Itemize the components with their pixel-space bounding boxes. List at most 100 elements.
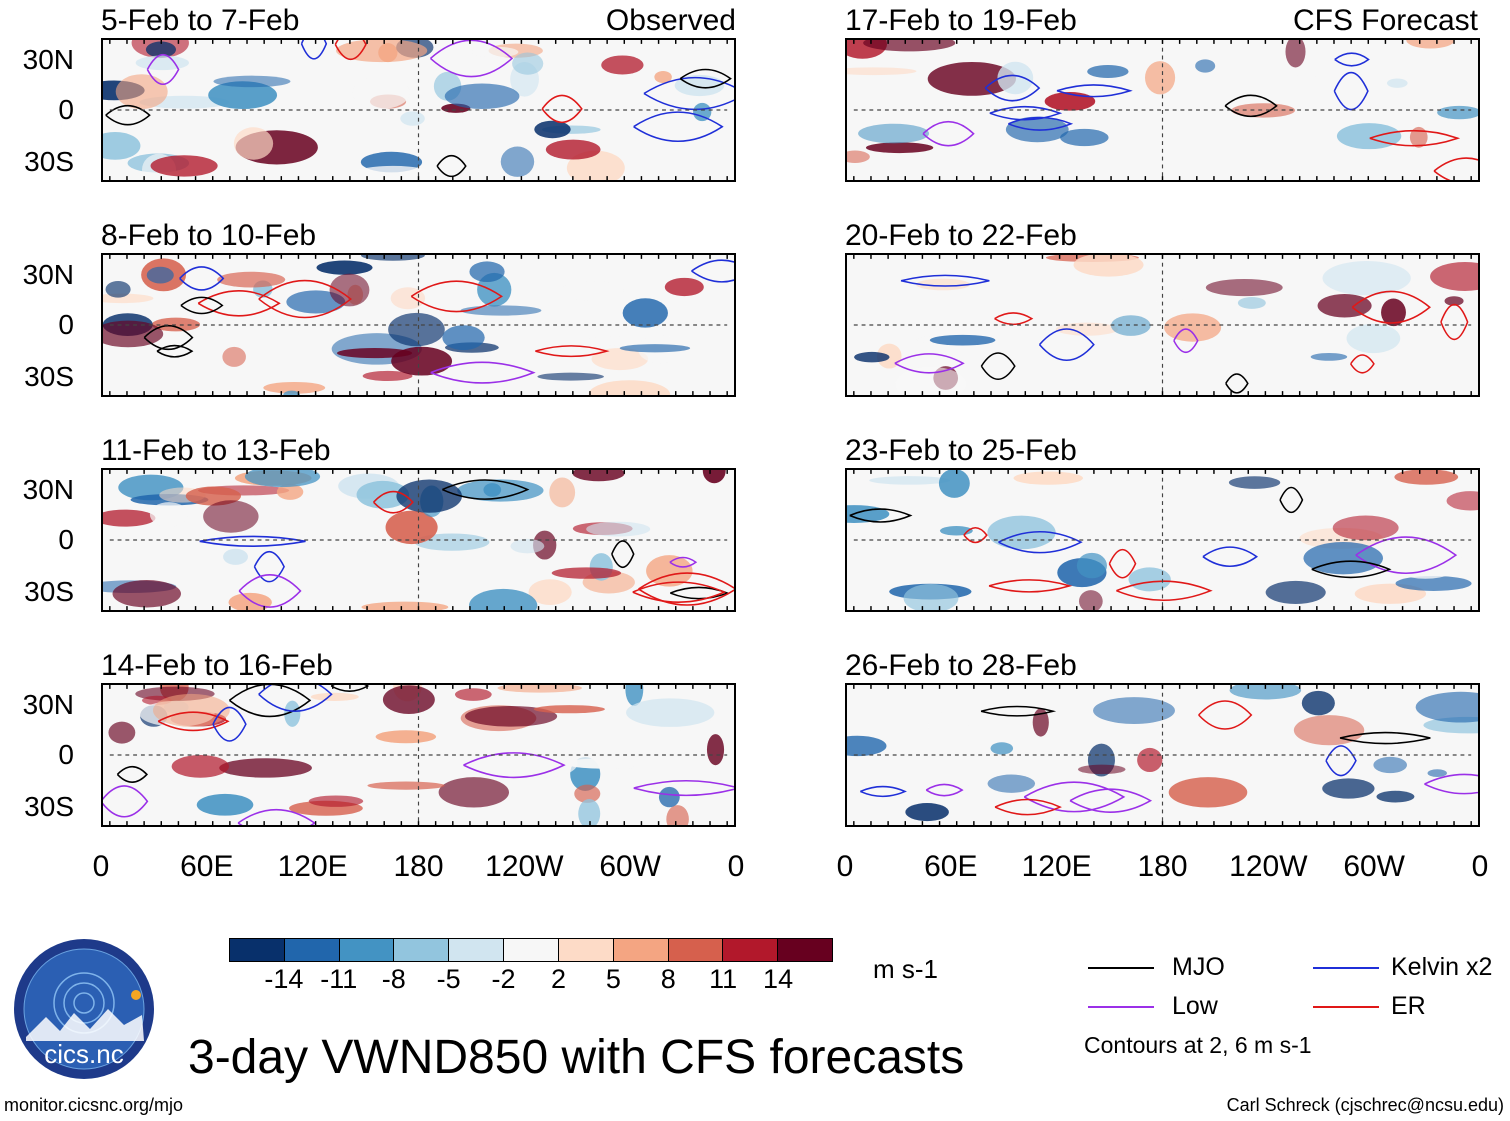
wave-contour (611, 540, 635, 569)
vwnd-shading (1293, 715, 1365, 746)
vwnd-shading (510, 538, 545, 554)
vwnd-shading (1381, 298, 1406, 327)
vwnd-shading (1394, 470, 1459, 485)
colorbar (229, 938, 833, 962)
vwnd-shading (560, 281, 624, 301)
wave-contour (146, 53, 180, 86)
vwnd-shading (1427, 769, 1447, 777)
vwnd-shading (997, 61, 1034, 95)
vwnd-shading (1237, 297, 1266, 309)
vwnd-shading (263, 381, 326, 394)
lon-label: 0 (727, 850, 745, 883)
vwnd-shading (233, 127, 274, 160)
vwnd-shading (213, 75, 291, 88)
vwnd-shading (619, 344, 691, 353)
vwnd-shading (1073, 255, 1144, 277)
vwnd-shading (1373, 756, 1408, 774)
wave-contour (429, 40, 514, 78)
panel-title-right-3: 23-Feb to 25-Feb (845, 434, 1077, 467)
wave-contour (988, 579, 1073, 593)
vwnd-shading (1388, 544, 1463, 579)
vwnd-shading (1332, 515, 1399, 541)
vwnd-shading (1164, 313, 1222, 342)
panel-title-right-1: 17-Feb to 19-Feb (845, 4, 1077, 37)
vwnd-shading (223, 548, 248, 565)
wave-contour (105, 104, 151, 126)
vwnd-shading (1128, 567, 1171, 592)
vwnd-shading (145, 41, 177, 58)
colorbar-swatch (778, 939, 832, 961)
vwnd-shading (1406, 40, 1455, 49)
vwnd-shading (512, 52, 544, 75)
lat-label: 30S (24, 361, 74, 392)
wave-contour (1440, 303, 1469, 341)
vwnd-shading (869, 476, 951, 485)
colorbar-tick-label: 11 (709, 964, 738, 994)
panel-title-left-3: 11-Feb to 13-Feb (101, 434, 331, 467)
vwnd-shading (1228, 476, 1281, 489)
colorbar-tick-label: -14 (264, 964, 304, 994)
observed-map-panel-1 (101, 38, 736, 182)
vwnd-shading (284, 700, 301, 727)
vwnd-shading (196, 793, 254, 816)
panel-title-left-1: 5-Feb to 7-Feb (101, 4, 300, 37)
vwnd-shading (537, 372, 604, 381)
vwnd-shading (578, 798, 601, 825)
vwnd-shading (586, 521, 651, 537)
colorbar-swatch (723, 939, 779, 961)
wave-contour (1339, 731, 1431, 745)
vwnd-shading (361, 255, 425, 261)
wave-contour (691, 259, 734, 283)
vwnd-shading (507, 749, 578, 778)
vwnd-shading (551, 567, 622, 579)
vwnd-shading (208, 81, 278, 110)
colorbar-tick-label: -8 (381, 964, 406, 994)
vwnd-shading (1110, 315, 1151, 336)
vwnd-shading (217, 271, 286, 288)
legend-line-low (1088, 1006, 1154, 1008)
vwnd-shading (336, 40, 428, 63)
vwnd-shading (1303, 542, 1383, 575)
vwnd-shading (444, 83, 520, 110)
vwnd-shading (1322, 261, 1411, 296)
wave-contour (156, 344, 194, 358)
lon-label: 0 (92, 850, 110, 883)
colorbar-swatch (613, 939, 669, 961)
lon-label: 0 (836, 850, 854, 883)
wave-contour (237, 808, 316, 825)
vwnd-shading (664, 277, 704, 297)
vwnd-shading (454, 688, 492, 701)
vwnd-shading (654, 71, 672, 84)
vwnd-shading (362, 370, 413, 381)
vwnd-shading (1301, 690, 1335, 716)
lon-label: 180 (393, 850, 444, 883)
vwnd-shading (1032, 708, 1049, 737)
wave-contour (860, 785, 907, 798)
vwnd-shading (276, 483, 304, 500)
wave-contour (442, 479, 530, 500)
vwnd-shading (1376, 790, 1415, 803)
colorbar-swatch (230, 939, 285, 961)
forecast-map-panel-3 (845, 468, 1480, 612)
vwnd-shading (1093, 697, 1175, 724)
wave-contour (180, 296, 224, 315)
legend-line-mjo (1088, 967, 1154, 969)
vwnd-shading (350, 165, 436, 180)
observed-map-panel-3 (101, 468, 736, 612)
vwnd-shading (574, 784, 601, 803)
observed-map-panel-4 (101, 683, 736, 827)
lat-label: 30N (22, 474, 74, 505)
vwnd-shading (572, 470, 625, 482)
lat-label: 0 (58, 739, 74, 770)
vwnd-shading (1415, 691, 1478, 723)
colorbar-units: m s-1 (873, 954, 938, 984)
vwnd-shading (622, 298, 668, 328)
wave-contour (643, 76, 734, 111)
vwnd-shading (1231, 103, 1296, 118)
vwnd-shading (1409, 126, 1428, 148)
footer-url[interactable]: monitor.cicsnc.org/mjo (4, 1095, 184, 1115)
wave-contour (410, 280, 503, 313)
vwnd-shading (103, 131, 141, 160)
vwnd-shading (583, 336, 642, 346)
vwnd-shading (337, 348, 413, 359)
